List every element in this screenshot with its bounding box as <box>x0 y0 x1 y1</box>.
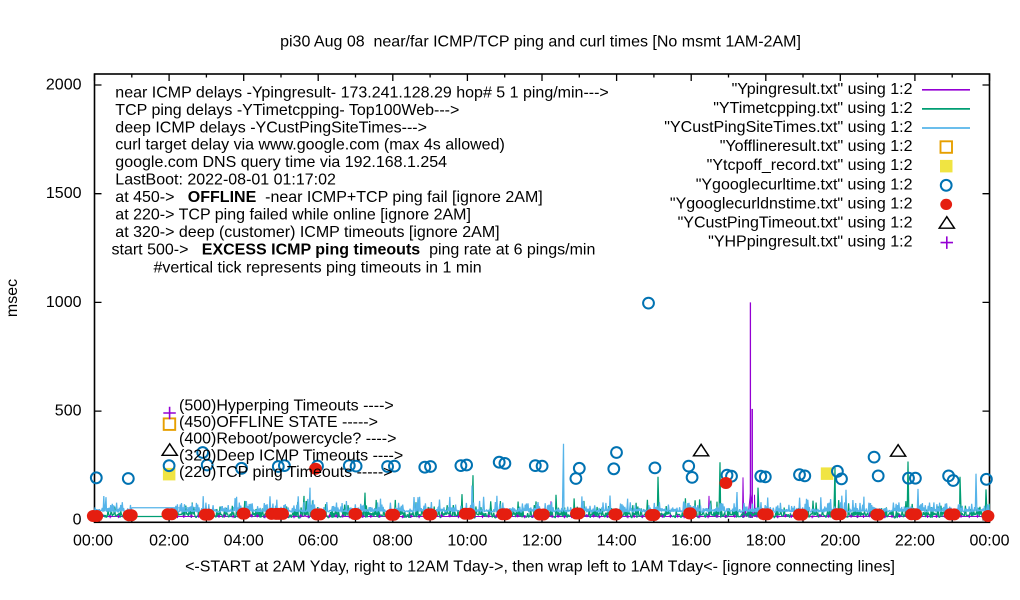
svg-text:at 450-> OFFLINE -near ICMP: at 450-> OFFLINE -near ICMP+TCP ping fai… <box>115 189 542 206</box>
svg-text:"Ytcpoff_record.txt" using 1:2: "Ytcpoff_record.txt" using 1:2 <box>707 157 913 174</box>
svg-text:22:00: 22:00 <box>895 533 935 550</box>
svg-text:14:00: 14:00 <box>597 533 637 550</box>
svg-text:00:00: 00:00 <box>969 533 1009 550</box>
svg-text:#vertical tick represents ping: #vertical tick represents ping timeouts … <box>154 260 482 277</box>
svg-text:google.com DNS query time via: google.com DNS query time via 192.168.1.… <box>115 154 447 171</box>
svg-text:<-START at 2AM Yday, right to: <-START at 2AM Yday, right to 12AM Tday-… <box>185 558 895 575</box>
svg-text:02:00: 02:00 <box>149 533 189 550</box>
svg-text:(450)OFFLINE STATE ----->: (450)OFFLINE STATE -----> <box>179 414 378 431</box>
svg-text:00:00: 00:00 <box>73 533 113 550</box>
svg-text:msec: msec <box>4 279 21 317</box>
svg-text:20:00: 20:00 <box>820 533 860 550</box>
svg-text:12:00: 12:00 <box>522 533 562 550</box>
svg-text:08:00: 08:00 <box>373 533 413 550</box>
svg-text:deep ICMP delays -YCustPingSit: deep ICMP delays -YCustPingSiteTimes---> <box>115 119 427 136</box>
svg-text:1000: 1000 <box>46 294 82 311</box>
svg-text:16:00: 16:00 <box>671 533 711 550</box>
svg-text:2000: 2000 <box>46 77 82 94</box>
svg-text:TCP ping delays -YTimetcpping-: TCP ping delays -YTimetcpping- Top100Web… <box>115 102 459 119</box>
svg-text:(320)Deep ICMP Timeouts ---->: (320)Deep ICMP Timeouts ----> <box>179 447 403 464</box>
svg-text:(400)Reboot/powercycle? ---->: (400)Reboot/powercycle? ----> <box>179 431 396 448</box>
svg-text:"Ypingresult.txt" using 1:2: "Ypingresult.txt" using 1:2 <box>732 81 913 98</box>
svg-text:10:00: 10:00 <box>447 533 487 550</box>
svg-text:"YCustPingTimeout.txt" using 1: "YCustPingTimeout.txt" using 1:2 <box>678 215 913 232</box>
svg-text:0: 0 <box>73 511 82 528</box>
svg-text:06:00: 06:00 <box>298 533 338 550</box>
svg-text:LastBoot: 2022-08-01 01:17:02: LastBoot: 2022-08-01 01:17:02 <box>115 172 336 189</box>
svg-text:"Ygooglecurltime.txt" using 1:: "Ygooglecurltime.txt" using 1:2 <box>696 176 913 193</box>
svg-text:"YCustPingSiteTimes.txt" using: "YCustPingSiteTimes.txt" using 1:2 <box>664 119 912 136</box>
svg-text:near ICMP delays -Ypingresult-: near ICMP delays -Ypingresult- 173.241.1… <box>115 84 608 101</box>
svg-text:pi30 Aug 08 near/far ICMP/TCP: pi30 Aug 08 near/far ICMP/TCP ping and c… <box>280 34 801 51</box>
svg-text:04:00: 04:00 <box>224 533 264 550</box>
svg-text:"Yofflineresult.txt" using 1:2: "Yofflineresult.txt" using 1:2 <box>720 138 913 155</box>
svg-text:start 500-> EXCESS ICMP ping: start 500-> EXCESS ICMP ping timeouts pi… <box>112 241 596 258</box>
svg-text:at 220-> TCP ping failed while: at 220-> TCP ping failed while online [i… <box>115 207 471 224</box>
svg-text:1500: 1500 <box>46 185 82 202</box>
svg-text:500: 500 <box>55 403 82 420</box>
svg-text:"YHPpingresult.txt" using 1:2: "YHPpingresult.txt" using 1:2 <box>708 234 912 251</box>
svg-text:"Ygooglecurldnstime.txt" using: "Ygooglecurldnstime.txt" using 1:2 <box>670 195 913 212</box>
svg-text:18:00: 18:00 <box>746 533 786 550</box>
svg-text:curl target delay via www.goog: curl target delay via www.google.com (ma… <box>115 137 505 154</box>
svg-text:(500)Hyperping Timeouts ---->: (500)Hyperping Timeouts ----> <box>179 397 394 414</box>
svg-text:at 320-> deep (customer) ICMP: at 320-> deep (customer) ICMP timeouts [… <box>115 224 499 241</box>
svg-text:"YTimetcpping.txt" using 1:2: "YTimetcpping.txt" using 1:2 <box>713 100 912 117</box>
svg-text:(220)TCP ping Timeouts ----->: (220)TCP ping Timeouts -----> <box>179 464 393 481</box>
